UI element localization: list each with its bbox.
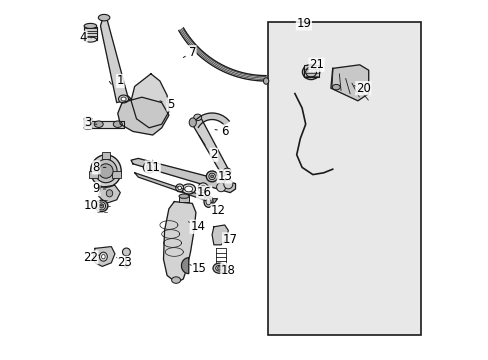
Ellipse shape [143, 162, 155, 173]
Polygon shape [330, 65, 368, 101]
Text: 8: 8 [92, 161, 100, 174]
Ellipse shape [84, 23, 97, 28]
Ellipse shape [193, 114, 201, 121]
Polygon shape [84, 119, 91, 128]
Ellipse shape [302, 64, 319, 80]
Text: 21: 21 [308, 58, 324, 71]
Polygon shape [134, 173, 217, 203]
Text: 1: 1 [116, 75, 124, 87]
Ellipse shape [216, 183, 225, 192]
Polygon shape [99, 185, 120, 203]
Polygon shape [118, 97, 168, 135]
Ellipse shape [213, 263, 225, 273]
Ellipse shape [84, 117, 92, 121]
Ellipse shape [189, 118, 196, 127]
Ellipse shape [208, 173, 215, 180]
Ellipse shape [98, 14, 110, 21]
Polygon shape [91, 121, 123, 128]
Text: 16: 16 [196, 186, 211, 199]
Text: 20: 20 [355, 82, 370, 95]
Ellipse shape [95, 159, 117, 183]
Text: 4: 4 [80, 31, 87, 44]
Bar [102, 152, 110, 159]
Ellipse shape [94, 121, 103, 127]
Ellipse shape [84, 37, 97, 42]
Text: 17: 17 [222, 233, 237, 246]
Polygon shape [131, 158, 235, 193]
Ellipse shape [99, 252, 107, 261]
Ellipse shape [121, 97, 126, 101]
Text: 11: 11 [145, 161, 160, 174]
Ellipse shape [210, 175, 213, 178]
Ellipse shape [118, 95, 128, 103]
Ellipse shape [99, 164, 113, 178]
Ellipse shape [200, 185, 205, 190]
Text: 5: 5 [167, 98, 174, 111]
Ellipse shape [175, 184, 183, 192]
Bar [303, 65, 318, 77]
Polygon shape [181, 258, 188, 274]
Text: 2: 2 [210, 148, 217, 161]
Ellipse shape [215, 265, 223, 271]
Text: 3: 3 [84, 116, 91, 129]
Text: 13: 13 [217, 170, 232, 183]
Ellipse shape [146, 165, 152, 170]
Ellipse shape [171, 277, 180, 283]
Ellipse shape [182, 184, 195, 194]
Ellipse shape [206, 171, 218, 182]
Text: 9: 9 [92, 183, 100, 195]
Ellipse shape [122, 248, 130, 256]
Ellipse shape [84, 126, 92, 130]
Text: 12: 12 [211, 204, 225, 217]
Text: 15: 15 [192, 262, 206, 275]
Polygon shape [192, 113, 229, 127]
Ellipse shape [98, 202, 105, 210]
Ellipse shape [184, 186, 192, 192]
Ellipse shape [263, 78, 268, 84]
Ellipse shape [205, 198, 211, 205]
Ellipse shape [203, 196, 213, 207]
Bar [267, 22, 420, 335]
Ellipse shape [223, 168, 231, 175]
Polygon shape [101, 15, 131, 103]
Text: 7: 7 [188, 46, 196, 59]
Ellipse shape [106, 190, 113, 197]
Ellipse shape [113, 121, 122, 127]
Polygon shape [84, 27, 97, 40]
Text: 14: 14 [190, 220, 205, 233]
Polygon shape [212, 225, 228, 245]
Ellipse shape [217, 266, 221, 270]
Ellipse shape [102, 255, 105, 259]
Text: 6: 6 [221, 125, 228, 138]
Ellipse shape [179, 194, 189, 198]
Text: 22: 22 [83, 251, 98, 264]
Ellipse shape [178, 186, 181, 190]
Polygon shape [192, 115, 230, 176]
Bar [179, 195, 189, 202]
Bar [112, 171, 121, 178]
Ellipse shape [95, 200, 108, 212]
Text: 19: 19 [296, 17, 311, 30]
Text: 10: 10 [84, 199, 99, 212]
Polygon shape [131, 74, 168, 128]
Ellipse shape [305, 67, 316, 77]
Polygon shape [179, 28, 265, 81]
Text: 18: 18 [221, 264, 235, 276]
Polygon shape [163, 202, 196, 283]
Ellipse shape [332, 85, 340, 90]
Ellipse shape [90, 155, 121, 187]
Ellipse shape [224, 180, 232, 189]
Bar [89, 171, 98, 178]
Polygon shape [93, 247, 115, 266]
Ellipse shape [124, 265, 128, 268]
Ellipse shape [198, 183, 208, 193]
Text: 23: 23 [117, 256, 132, 269]
Ellipse shape [99, 204, 103, 208]
